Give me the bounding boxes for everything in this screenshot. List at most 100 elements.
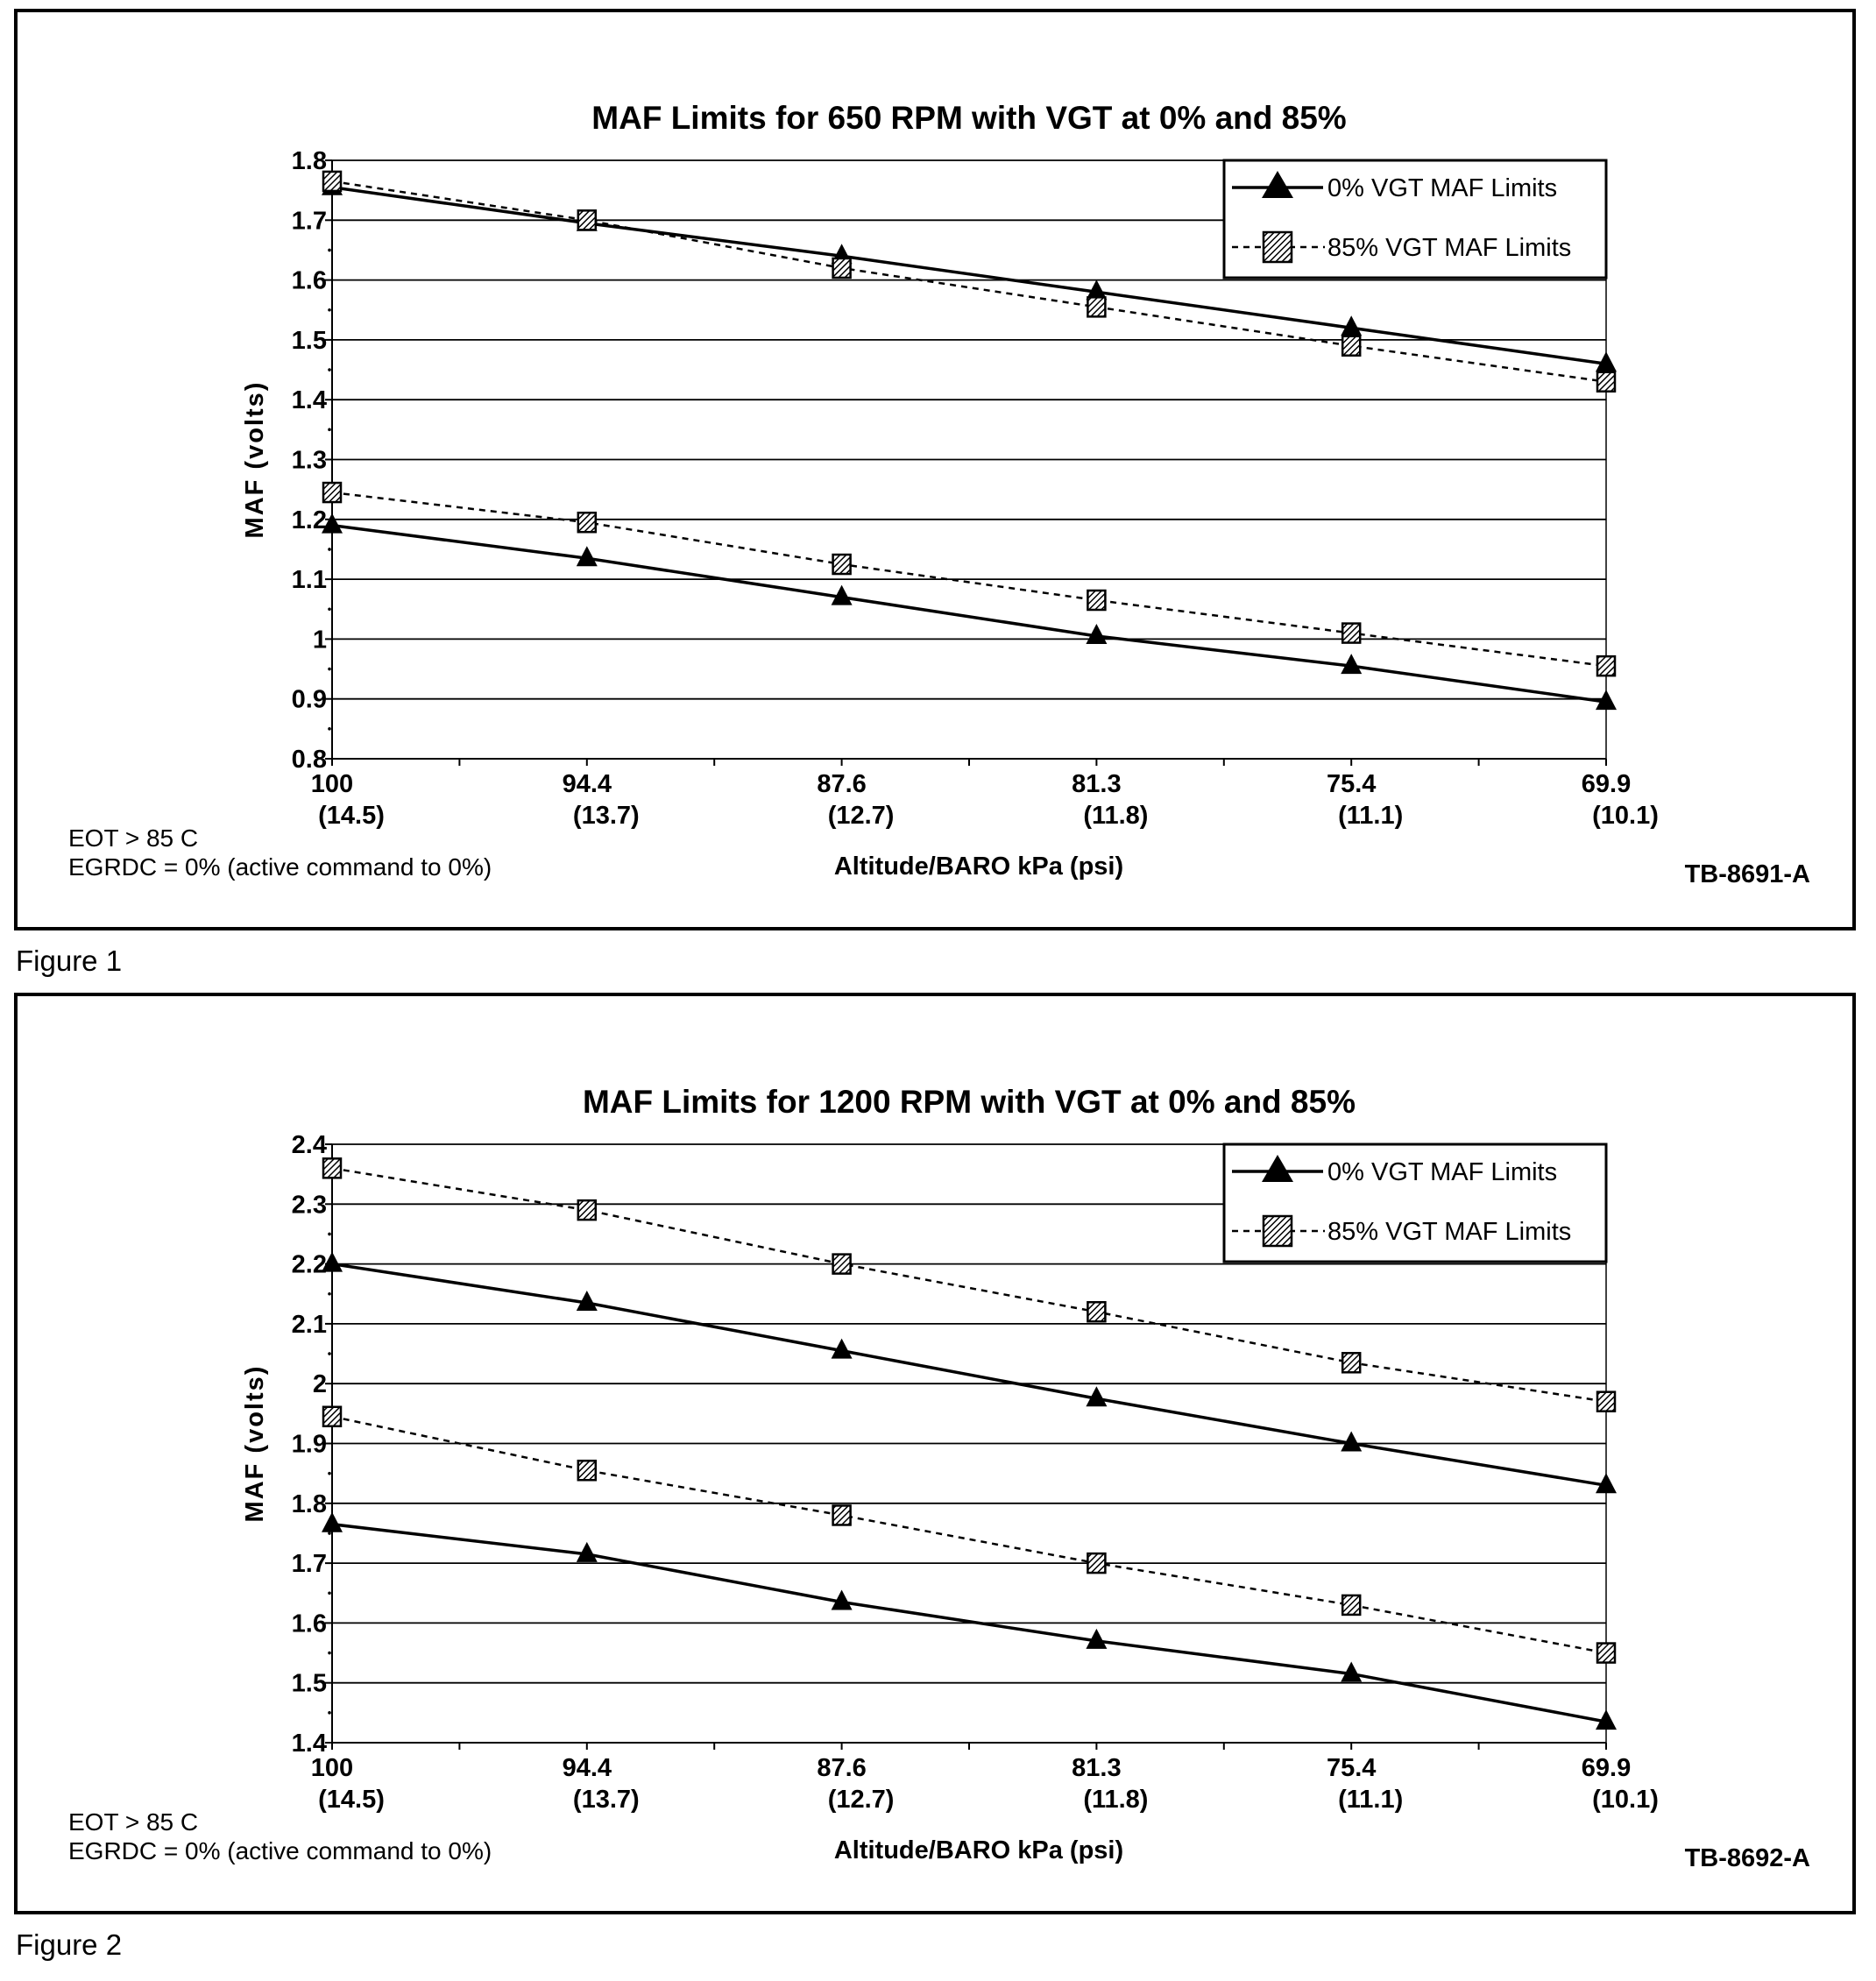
y-axis-label: MAF (volts)	[241, 381, 269, 539]
y-tick-label: 2.4	[292, 1131, 327, 1159]
x-tick-label-psi: (10.1)	[1592, 1786, 1659, 1814]
legend-square-icon	[1262, 230, 1293, 264]
legend-entry: 0% VGT MAF Limits	[1327, 174, 1557, 202]
data-point-triangle	[1596, 690, 1617, 711]
series-line-0pct	[331, 523, 1607, 704]
x-axis-label: Altitude/BARO kPa (psi)	[834, 853, 1123, 881]
y-tick-label: 0.9	[292, 686, 327, 714]
minor-y-tick	[328, 1232, 331, 1236]
series-line-85pct	[331, 491, 1607, 668]
x-tick-label: 69.9	[1582, 770, 1631, 798]
data-point-square	[1596, 1642, 1617, 1664]
figure-code: TB-8691-A	[1685, 860, 1810, 888]
data-point-triangle	[1341, 315, 1363, 336]
y-tick-label: 2.2	[292, 1251, 327, 1279]
y-tick-label: 1.8	[292, 1490, 327, 1518]
x-tick-label-psi: (11.1)	[1338, 1786, 1403, 1814]
y-tick-label: 1.4	[292, 386, 327, 414]
x-tick-label-psi: (13.7)	[573, 1786, 640, 1814]
figure-code: TB-8692-A	[1685, 1844, 1810, 1872]
data-point-triangle	[322, 1511, 343, 1532]
minor-y-tick	[328, 248, 331, 252]
data-point-triangle	[1596, 1709, 1617, 1730]
series-line-0pct	[331, 1262, 1607, 1488]
data-point-square	[1596, 371, 1617, 393]
x-tick-label-psi: (13.7)	[573, 802, 640, 830]
y-tick-label: 2.3	[292, 1191, 327, 1219]
data-point-triangle	[1086, 623, 1108, 644]
y-tick-label: 1.4	[292, 1730, 327, 1758]
minor-y-tick	[328, 1471, 331, 1475]
condition-note: EGRDC = 0% (active command to 0%)	[68, 853, 492, 881]
data-point-square	[832, 257, 852, 279]
y-tick-label: 1.6	[292, 267, 327, 295]
data-point-triangle	[1086, 1628, 1108, 1649]
x-tick-label-psi: (11.8)	[1083, 1786, 1148, 1814]
data-point-triangle	[1086, 1386, 1108, 1407]
data-point-square	[832, 1504, 852, 1526]
y-tick-label: 1.2	[292, 506, 327, 534]
x-tick-label-psi: (10.1)	[1592, 802, 1659, 830]
series-line-0pct	[331, 186, 1607, 365]
data-point-triangle	[576, 1541, 598, 1562]
series-line-85pct	[331, 180, 1607, 383]
figure-frame	[14, 993, 1856, 1914]
data-point-square	[1341, 622, 1362, 644]
data-point-square	[1341, 1594, 1362, 1617]
minor-y-tick	[328, 368, 331, 371]
condition-note: EOT > 85 C	[68, 1808, 198, 1836]
data-point-square	[577, 511, 598, 534]
x-tick-label-psi: (14.5)	[318, 1786, 385, 1814]
data-point-square	[322, 481, 343, 504]
x-tick-label: 100	[311, 1754, 353, 1782]
minor-y-tick	[328, 1591, 331, 1595]
x-tick-label: 94.4	[563, 770, 612, 798]
condition-note: EOT > 85 C	[68, 824, 198, 852]
y-tick-label: 1.3	[292, 447, 327, 475]
x-tick-label-psi: (14.5)	[318, 802, 385, 830]
minor-y-tick	[328, 1352, 331, 1355]
figure-label: Figure 2	[16, 1928, 122, 1961]
y-tick-label: 1.8	[292, 147, 327, 175]
data-point-square	[322, 1157, 343, 1179]
data-point-triangle	[1596, 351, 1617, 372]
legend: 0% VGT MAF Limits 85% VGT MAF Limits	[1222, 1143, 1608, 1263]
data-point-square	[1596, 654, 1617, 677]
data-point-triangle	[576, 1290, 598, 1311]
figure-frame	[14, 9, 1856, 930]
data-point-triangle	[322, 513, 343, 534]
data-point-triangle	[1341, 1431, 1363, 1452]
data-point-square	[1087, 1552, 1107, 1574]
x-tick-label: 81.3	[1072, 1754, 1121, 1782]
data-point-triangle	[322, 1251, 343, 1272]
condition-note: EGRDC = 0% (active command to 0%)	[68, 1837, 492, 1864]
y-tick-label: 1.7	[292, 207, 327, 235]
y-tick-label: 2.1	[292, 1311, 327, 1339]
data-point-triangle	[831, 1589, 853, 1610]
minor-y-tick	[328, 607, 331, 612]
data-point-square	[322, 170, 343, 193]
data-point-square	[1087, 1300, 1107, 1323]
minor-y-tick	[328, 1291, 331, 1296]
legend: 0% VGT MAF Limits 85% VGT MAF Limits	[1222, 159, 1608, 279]
data-point-square	[1087, 589, 1107, 612]
minor-y-tick	[328, 1532, 331, 1535]
minor-y-tick	[328, 548, 331, 551]
legend-triangle-icon	[1262, 1155, 1293, 1182]
y-tick-label: 1.5	[292, 327, 327, 355]
x-axis-label: Altitude/BARO kPa (psi)	[834, 1836, 1123, 1864]
x-tick-label-psi: (11.8)	[1083, 802, 1148, 830]
data-point-triangle	[831, 584, 853, 605]
x-tick-label-psi: (12.7)	[828, 802, 895, 830]
x-tick-label: 69.9	[1582, 1754, 1631, 1782]
minor-y-tick	[328, 1711, 331, 1715]
legend-entry: 0% VGT MAF Limits	[1327, 1158, 1557, 1186]
minor-y-tick	[328, 428, 331, 432]
x-tick-label: 75.4	[1327, 1754, 1376, 1782]
figure-1: Figure 1 MAF Limits for 650 RPM with VGT …	[14, 9, 1856, 977]
x-tick-label: 87.6	[817, 770, 866, 798]
minor-y-tick	[328, 308, 331, 312]
figure-2: Figure 2 MAF Limits for 1200 RPM with VGT…	[14, 993, 1856, 1961]
legend-square-icon	[1262, 1214, 1293, 1248]
